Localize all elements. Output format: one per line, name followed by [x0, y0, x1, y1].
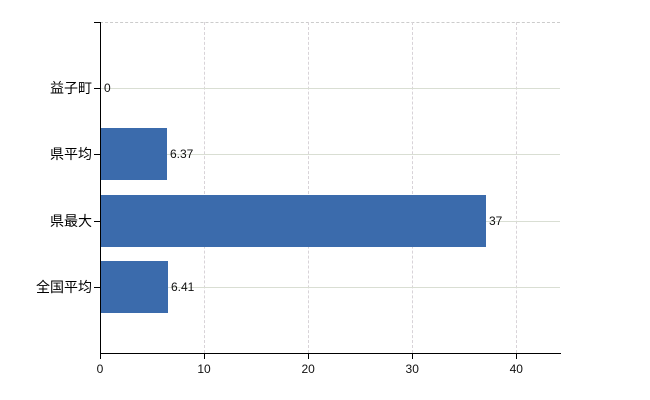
- x-tick-label: 20: [301, 362, 315, 376]
- v-gridline: [204, 22, 206, 353]
- category-label: 全国平均: [36, 279, 92, 295]
- y-axis-tick: [94, 154, 100, 155]
- h-gridline: [100, 287, 560, 288]
- category-label: 県最大: [50, 213, 92, 229]
- category-label: 県平均: [50, 146, 92, 162]
- y-axis-top-tick: [94, 22, 100, 23]
- x-tick-label: 30: [405, 362, 419, 376]
- x-tick-label: 40: [509, 362, 523, 376]
- y-axis-line: [100, 22, 101, 354]
- y-axis-tick: [94, 287, 100, 288]
- bar: [101, 195, 486, 247]
- x-axis-tick: [516, 353, 518, 359]
- bar-value-label: 6.41: [171, 280, 195, 294]
- h-gridline: [100, 88, 560, 89]
- bar: [101, 128, 167, 180]
- x-axis-tick: [100, 353, 101, 359]
- x-tick-label: 0: [96, 362, 104, 376]
- category-label: 益子町: [50, 80, 92, 96]
- y-axis-tick: [94, 221, 100, 222]
- x-axis-line: [100, 353, 561, 354]
- v-gridline: [308, 22, 310, 353]
- v-gridline: [516, 22, 518, 353]
- v-gridline: [412, 22, 414, 353]
- x-axis-tick: [412, 353, 414, 359]
- y-axis-tick: [94, 88, 100, 89]
- x-tick-label: 10: [197, 362, 211, 376]
- bar: [101, 261, 168, 313]
- plot-top-border: [100, 22, 560, 23]
- h-gridline: [100, 154, 560, 155]
- bar-value-label: 6.37: [170, 147, 194, 161]
- x-axis-tick: [204, 353, 206, 359]
- x-axis-tick: [308, 353, 310, 359]
- bar-value-label: 0: [104, 81, 111, 95]
- bar-value-label: 37: [489, 214, 503, 228]
